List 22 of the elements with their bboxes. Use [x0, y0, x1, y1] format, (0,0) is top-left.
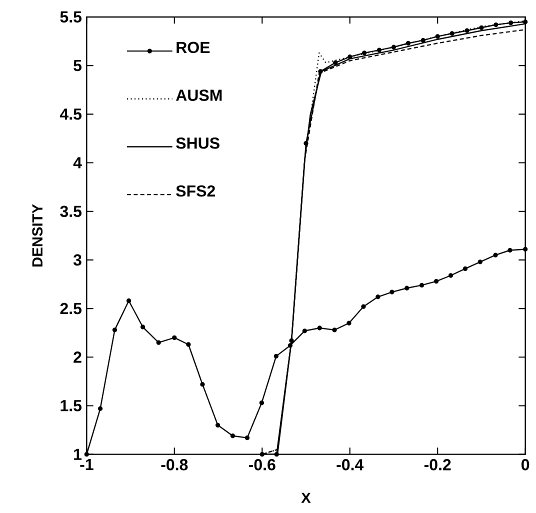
y-tick-label: 3 — [73, 254, 82, 266]
y-tick-label: 2.5 — [60, 302, 82, 314]
x-tick-label: -0.8 — [161, 459, 188, 470]
y-axis-title: DENSITY — [32, 204, 43, 266]
y-tick-label: 3.5 — [60, 206, 82, 218]
y-tick-label: 5.5 — [60, 11, 82, 23]
x-tick-label: 0 — [522, 459, 530, 470]
x-tick-label: -0.6 — [248, 459, 276, 470]
x-tick-label: -1 — [80, 459, 94, 470]
legend-label: SFS2 — [176, 185, 215, 197]
x-tick-label: -0.4 — [336, 459, 364, 470]
x-tick-label: -0.2 — [424, 459, 451, 470]
y-tick-label: 1.5 — [60, 400, 82, 412]
y-tick-label: 4.5 — [60, 108, 82, 120]
legend-label: ROE — [176, 42, 210, 54]
legend-label: SHUS — [176, 137, 220, 149]
legend-label: AUSM — [176, 90, 222, 101]
x-axis-title: X — [301, 492, 311, 503]
y-tick-label: 2 — [74, 352, 82, 363]
y-tick-label: 4 — [73, 157, 82, 168]
y-tick-label: 1 — [74, 448, 82, 460]
y-tick-label: 5 — [74, 60, 82, 72]
